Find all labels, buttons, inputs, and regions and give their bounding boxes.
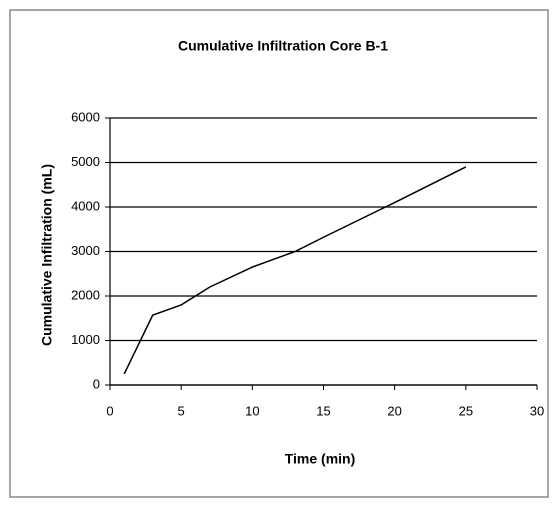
x-tick-label: 30 [530,403,544,418]
x-axis-title: Time (min) [285,451,356,467]
x-tick-label: 25 [459,403,473,418]
x-tick-label: 5 [178,403,185,418]
y-tick-label: 5000 [71,154,100,169]
chart-frame [9,9,549,498]
x-tick-label: 20 [387,403,401,418]
x-tick-label: 15 [316,403,330,418]
y-tick-label: 6000 [71,109,100,124]
y-tick-label: 0 [93,376,100,391]
y-tick-label: 4000 [71,198,100,213]
data-line [123,166,467,375]
x-tick-label: 10 [245,403,259,418]
y-tick-label: 2000 [71,287,100,302]
y-tick-label: 3000 [71,243,100,258]
chart-title: Cumulative Infiltration Core B-1 [178,38,388,54]
y-axis-title: Cumulative Infiltration (mL) [39,164,55,346]
y-tick-label: 1000 [71,332,100,347]
x-tick-label: 0 [106,403,113,418]
